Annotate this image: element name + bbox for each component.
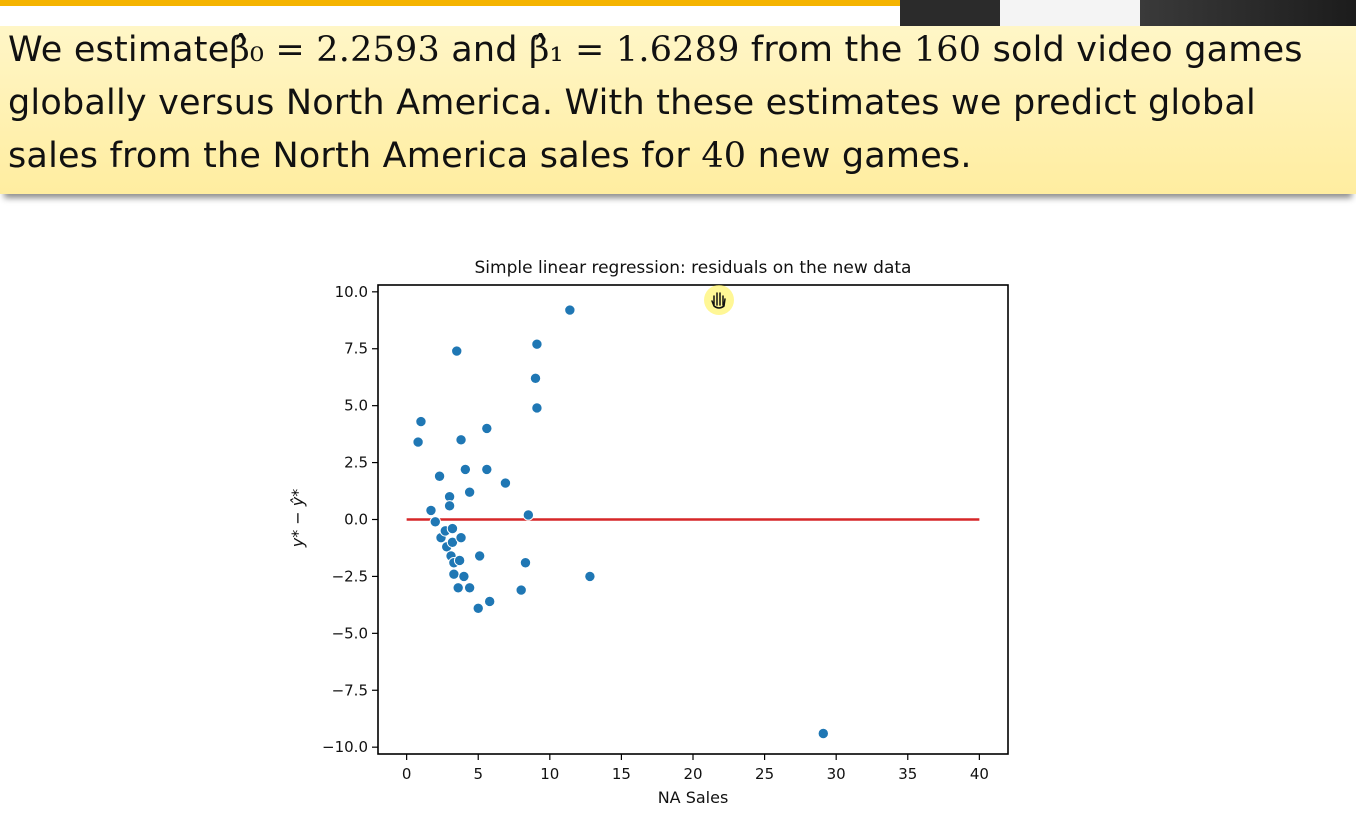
residual-point bbox=[529, 372, 542, 385]
y-tick-label: 10.0 bbox=[335, 283, 368, 301]
residual-point bbox=[519, 557, 532, 569]
residual-point bbox=[443, 500, 456, 512]
residual-point bbox=[817, 727, 829, 740]
residual-point bbox=[459, 463, 472, 476]
y-tick-label: −10.0 bbox=[322, 738, 368, 756]
y-tick-label: −5.0 bbox=[332, 624, 368, 642]
chart-title: Simple linear regression: residuals on t… bbox=[475, 258, 912, 278]
new-games-count: 40 bbox=[701, 136, 747, 176]
residual-point bbox=[564, 304, 576, 316]
residual-point bbox=[531, 402, 543, 414]
training-count: 160 bbox=[913, 30, 982, 70]
x-tick-label: 5 bbox=[473, 765, 483, 783]
x-tick-label: 20 bbox=[683, 765, 702, 783]
y-axis-label: y* − ŷ* bbox=[288, 489, 307, 549]
hand-cursor-icon bbox=[704, 285, 734, 315]
slide-text-box: We estimateβ̂₀ = 2.2593 and β̂₁ = 1.6289… bbox=[0, 26, 1356, 194]
text-we-estimate: We estimate bbox=[8, 30, 230, 70]
residual-point bbox=[463, 582, 476, 594]
residual-point bbox=[531, 338, 543, 350]
x-tick-label: 40 bbox=[970, 765, 989, 783]
residual-point bbox=[433, 470, 446, 482]
webcam-presenter bbox=[1140, 0, 1356, 28]
residual-point bbox=[473, 550, 486, 562]
residual-point bbox=[463, 486, 476, 498]
y-tick-label: 7.5 bbox=[344, 340, 368, 358]
x-tick-label: 35 bbox=[898, 765, 917, 783]
x-tick-label: 25 bbox=[755, 765, 774, 783]
beta1-estimate: β̂₁ = 1.6289 bbox=[529, 30, 740, 70]
text-sales-from: sales from the North America sales for bbox=[8, 136, 702, 176]
x-tick-label: 30 bbox=[827, 765, 846, 783]
residual-point bbox=[453, 554, 466, 567]
residual-point bbox=[458, 570, 470, 583]
text-and: and bbox=[439, 30, 530, 70]
text-from-the: from the bbox=[739, 30, 914, 70]
webcam-overlay bbox=[900, 0, 1356, 28]
y-tick-label: 0.0 bbox=[344, 511, 368, 529]
residual-point bbox=[446, 522, 459, 535]
text-sold-video-games: sold video games bbox=[981, 30, 1303, 70]
residual-point bbox=[429, 516, 441, 528]
x-tick-label: 10 bbox=[540, 765, 559, 783]
y-tick-label: −7.5 bbox=[332, 681, 368, 699]
beta0-estimate: β̂₀ = 2.2593 bbox=[229, 30, 440, 70]
x-axis-label: NA Sales bbox=[658, 788, 729, 807]
slide-text-line-3: sales from the North America sales for 4… bbox=[8, 136, 972, 176]
plot-area-frame bbox=[377, 284, 1009, 755]
slide-text-line-1: We estimateβ̂₀ = 2.2593 and β̂₁ = 1.6289… bbox=[8, 30, 1303, 70]
residual-point bbox=[448, 568, 460, 580]
residual-point bbox=[481, 463, 493, 476]
residual-point bbox=[522, 509, 535, 521]
residual-point bbox=[499, 477, 512, 489]
y-tick-label: 5.0 bbox=[344, 397, 368, 415]
webcam-background bbox=[1000, 0, 1144, 26]
text-new-games: new games. bbox=[746, 136, 972, 176]
residual-point bbox=[584, 570, 596, 583]
residual-point bbox=[481, 422, 493, 435]
residual-point bbox=[452, 582, 464, 594]
residual-point bbox=[515, 584, 527, 596]
residual-point bbox=[455, 434, 467, 446]
residual-point bbox=[472, 602, 484, 614]
slide-text-line-2: globally versus North America. With thes… bbox=[8, 83, 1256, 123]
residual-point bbox=[451, 345, 463, 357]
x-tick-label: 0 bbox=[402, 765, 412, 783]
x-tick-label: 15 bbox=[612, 765, 631, 783]
y-tick-label: 2.5 bbox=[344, 454, 368, 472]
residual-point bbox=[415, 415, 427, 428]
slide-accent-bar bbox=[0, 0, 900, 6]
residual-point bbox=[412, 436, 424, 448]
residual-point bbox=[425, 504, 437, 517]
residual-point bbox=[483, 595, 496, 608]
y-tick-label: −2.5 bbox=[332, 567, 368, 585]
residual-point bbox=[455, 532, 467, 544]
